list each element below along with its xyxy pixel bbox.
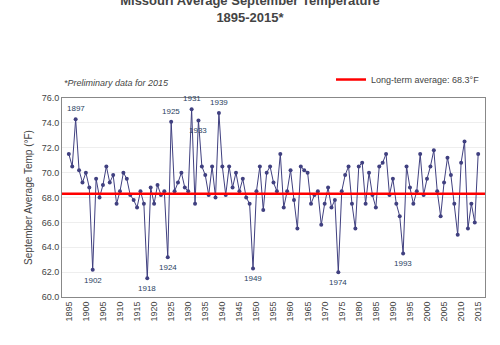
svg-text:60.0: 60.0 bbox=[42, 292, 60, 302]
svg-text:1970: 1970 bbox=[320, 302, 330, 322]
svg-text:1897: 1897 bbox=[67, 104, 85, 113]
svg-text:1933: 1933 bbox=[189, 126, 207, 135]
svg-text:1940: 1940 bbox=[217, 302, 227, 322]
svg-text:1920: 1920 bbox=[149, 302, 159, 322]
svg-text:70.0: 70.0 bbox=[42, 168, 60, 178]
svg-text:1918: 1918 bbox=[138, 284, 156, 293]
svg-text:68.0: 68.0 bbox=[42, 193, 60, 203]
svg-text:1902: 1902 bbox=[84, 276, 102, 285]
svg-text:1985: 1985 bbox=[371, 302, 381, 322]
svg-text:1980: 1980 bbox=[354, 302, 364, 322]
svg-text:74.0: 74.0 bbox=[42, 118, 60, 128]
svg-text:1974: 1974 bbox=[329, 278, 347, 287]
svg-text:1924: 1924 bbox=[159, 263, 177, 272]
svg-text:1939: 1939 bbox=[210, 98, 228, 107]
svg-text:1950: 1950 bbox=[251, 302, 261, 322]
svg-text:1925: 1925 bbox=[162, 107, 180, 116]
svg-text:1905: 1905 bbox=[98, 302, 108, 322]
svg-text:1900: 1900 bbox=[81, 302, 91, 322]
svg-text:76.0: 76.0 bbox=[42, 93, 60, 103]
svg-text:*Preliminary data for 2015: *Preliminary data for 2015 bbox=[64, 78, 169, 88]
svg-text:62.0: 62.0 bbox=[42, 267, 60, 277]
svg-text:1993: 1993 bbox=[394, 259, 412, 268]
svg-text:1925: 1925 bbox=[166, 302, 176, 322]
svg-text:1960: 1960 bbox=[285, 302, 295, 322]
svg-text:1965: 1965 bbox=[303, 302, 313, 322]
svg-text:1931: 1931 bbox=[183, 94, 201, 103]
svg-text:1949: 1949 bbox=[244, 274, 262, 283]
svg-text:Long-term average: 68.3°F: Long-term average: 68.3°F bbox=[371, 75, 479, 85]
svg-text:1915: 1915 bbox=[132, 302, 142, 322]
svg-text:66.0: 66.0 bbox=[42, 218, 60, 228]
svg-text:1990: 1990 bbox=[388, 302, 398, 322]
svg-text:1995: 1995 bbox=[405, 302, 415, 322]
svg-text:1895: 1895 bbox=[64, 302, 74, 322]
svg-text:1935: 1935 bbox=[200, 302, 210, 322]
svg-text:1930: 1930 bbox=[183, 302, 193, 322]
svg-text:September Average Temp (°F): September Average Temp (°F) bbox=[23, 130, 34, 265]
svg-text:2000: 2000 bbox=[422, 302, 432, 322]
svg-text:64.0: 64.0 bbox=[42, 242, 60, 252]
svg-text:2015: 2015 bbox=[473, 302, 483, 322]
svg-text:Missouri Average September Tem: Missouri Average September Temperature18… bbox=[120, 0, 380, 25]
svg-text:1975: 1975 bbox=[337, 302, 347, 322]
svg-text:72.0: 72.0 bbox=[42, 143, 60, 153]
svg-text:2005: 2005 bbox=[439, 302, 449, 322]
svg-text:1945: 1945 bbox=[234, 302, 244, 322]
svg-text:2010: 2010 bbox=[456, 302, 466, 322]
svg-text:1955: 1955 bbox=[268, 302, 278, 322]
svg-text:1910: 1910 bbox=[115, 302, 125, 322]
